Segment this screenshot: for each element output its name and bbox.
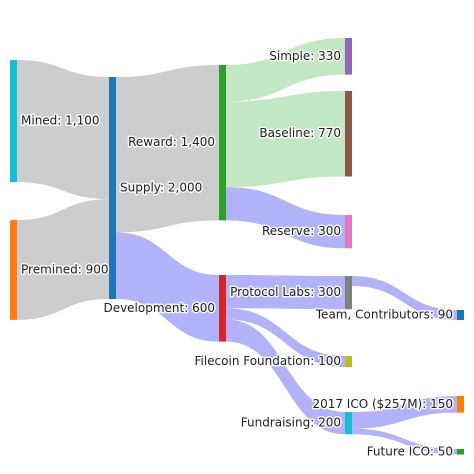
link	[226, 38, 345, 102]
link	[352, 396, 457, 429]
node	[345, 38, 352, 75]
node-label: Baseline: 770	[259, 126, 341, 140]
node	[10, 60, 17, 183]
links	[17, 38, 457, 455]
node	[345, 215, 352, 249]
node	[219, 65, 226, 221]
node	[345, 356, 352, 368]
link	[116, 65, 219, 233]
node	[457, 310, 464, 320]
node	[457, 396, 464, 413]
link	[17, 199, 109, 320]
link	[226, 308, 345, 368]
link	[226, 319, 345, 435]
link	[226, 91, 345, 188]
node-label: Premined: 900	[21, 262, 108, 276]
node	[10, 220, 17, 320]
link	[352, 428, 457, 455]
node-label: Simple: 330	[269, 49, 341, 63]
link	[116, 232, 219, 342]
link	[17, 60, 109, 200]
link	[352, 276, 457, 320]
node-label: Filecoin Foundation: 100	[194, 354, 341, 368]
node	[345, 276, 352, 310]
node-label: Supply: 2,000	[120, 181, 202, 195]
node-label: Protocol Labs: 300	[230, 285, 341, 299]
node-label: Mined: 1,100	[21, 114, 100, 128]
node	[109, 77, 116, 299]
node-label: Team, Contributors: 90	[315, 307, 453, 321]
node	[457, 449, 464, 455]
link	[226, 187, 345, 249]
node-label: Reward: 1,400	[128, 135, 215, 149]
node-label: 2017 ICO ($257M): 150	[312, 397, 453, 411]
link	[226, 275, 345, 310]
node-label: Fundraising: 200	[241, 416, 341, 430]
node-label: Reserve: 300	[262, 224, 341, 238]
node	[345, 91, 352, 177]
node-label: Future ICO: 50	[367, 444, 453, 458]
node	[345, 412, 352, 435]
node-label: Development: 600	[103, 301, 215, 315]
node	[219, 275, 226, 342]
